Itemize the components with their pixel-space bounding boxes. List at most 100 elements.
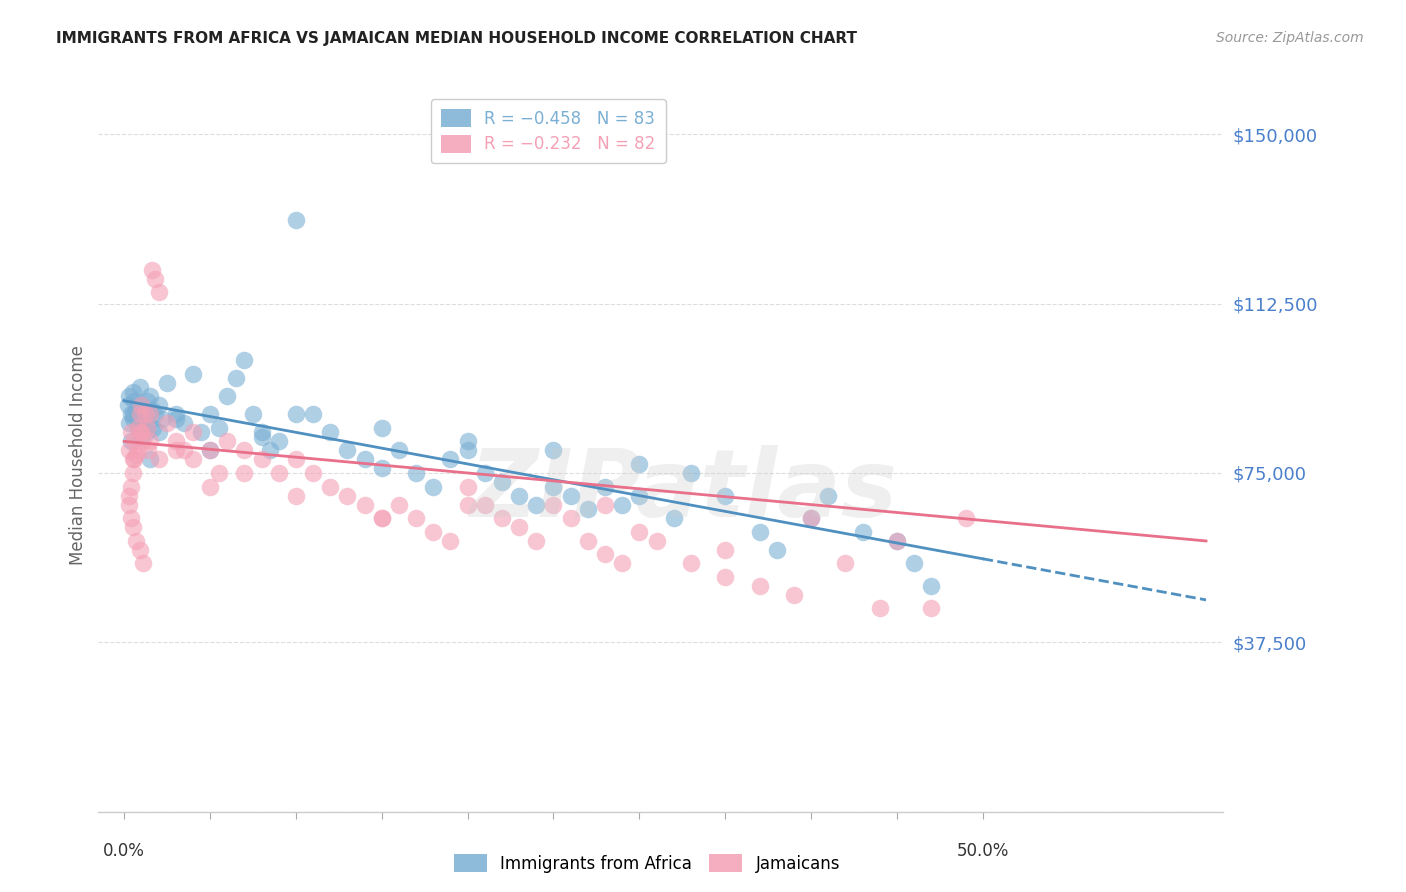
Point <box>131 421 153 435</box>
Point <box>543 443 565 458</box>
Point <box>679 466 702 480</box>
Point <box>136 443 159 458</box>
Point <box>165 407 187 421</box>
Point <box>560 511 582 525</box>
Point <box>371 461 394 475</box>
Point <box>508 489 530 503</box>
Point <box>148 425 170 440</box>
Point <box>457 443 479 458</box>
Point <box>748 579 770 593</box>
Point <box>118 498 141 512</box>
Point <box>121 407 143 421</box>
Point <box>132 434 155 449</box>
Point <box>405 466 427 480</box>
Point <box>165 411 187 425</box>
Point <box>124 452 146 467</box>
Point <box>267 434 290 449</box>
Point <box>612 498 634 512</box>
Point <box>422 479 444 493</box>
Point <box>132 407 155 421</box>
Point <box>817 489 839 503</box>
Point <box>869 601 891 615</box>
Text: 50.0%: 50.0% <box>956 842 1010 860</box>
Point <box>120 434 142 449</box>
Point <box>560 489 582 503</box>
Point <box>124 393 146 408</box>
Point <box>920 579 942 593</box>
Point <box>457 479 479 493</box>
Point <box>543 498 565 512</box>
Point <box>165 434 187 449</box>
Point <box>903 557 925 571</box>
Point <box>474 498 496 512</box>
Point <box>127 421 149 435</box>
Point <box>800 511 823 525</box>
Point <box>190 425 212 440</box>
Point <box>920 601 942 615</box>
Point <box>439 533 461 548</box>
Point <box>336 443 359 458</box>
Point <box>405 511 427 525</box>
Point <box>765 542 787 557</box>
Point <box>148 398 170 412</box>
Point <box>491 475 513 489</box>
Point <box>886 533 908 548</box>
Point <box>132 557 155 571</box>
Point <box>143 272 166 286</box>
Point <box>134 407 156 421</box>
Point <box>156 417 179 431</box>
Point <box>371 511 394 525</box>
Point <box>121 452 143 467</box>
Point <box>284 489 307 503</box>
Point <box>173 417 195 431</box>
Point <box>139 407 162 421</box>
Point <box>250 430 273 444</box>
Point <box>142 421 165 435</box>
Point <box>457 434 479 449</box>
Point <box>135 425 157 440</box>
Point <box>121 411 143 425</box>
Point <box>800 511 823 525</box>
Text: 0.0%: 0.0% <box>103 842 145 860</box>
Point <box>150 411 173 425</box>
Point <box>319 479 342 493</box>
Point <box>267 466 290 480</box>
Point <box>457 498 479 512</box>
Point <box>135 393 157 408</box>
Point <box>714 542 737 557</box>
Point <box>148 452 170 467</box>
Point <box>284 452 307 467</box>
Point <box>225 371 247 385</box>
Point <box>127 417 149 431</box>
Point <box>135 421 157 435</box>
Point <box>139 389 162 403</box>
Point <box>524 498 547 512</box>
Point <box>576 502 599 516</box>
Point <box>165 443 187 458</box>
Point <box>118 443 141 458</box>
Point <box>543 479 565 493</box>
Point <box>834 557 856 571</box>
Point <box>128 542 150 557</box>
Point <box>139 434 162 449</box>
Point <box>120 511 142 525</box>
Point <box>127 421 149 435</box>
Point <box>576 533 599 548</box>
Point <box>141 402 163 417</box>
Point <box>508 520 530 534</box>
Point <box>120 479 142 493</box>
Point <box>628 457 651 471</box>
Point <box>125 448 148 462</box>
Point <box>259 443 281 458</box>
Point <box>319 425 342 440</box>
Point <box>422 524 444 539</box>
Text: IMMIGRANTS FROM AFRICA VS JAMAICAN MEDIAN HOUSEHOLD INCOME CORRELATION CHART: IMMIGRANTS FROM AFRICA VS JAMAICAN MEDIA… <box>56 31 858 46</box>
Point <box>134 411 156 425</box>
Text: ZIPatlas: ZIPatlas <box>470 444 897 537</box>
Point <box>128 407 150 421</box>
Point <box>217 434 239 449</box>
Point <box>120 425 142 440</box>
Point <box>139 452 162 467</box>
Point <box>131 425 153 440</box>
Point <box>302 407 325 421</box>
